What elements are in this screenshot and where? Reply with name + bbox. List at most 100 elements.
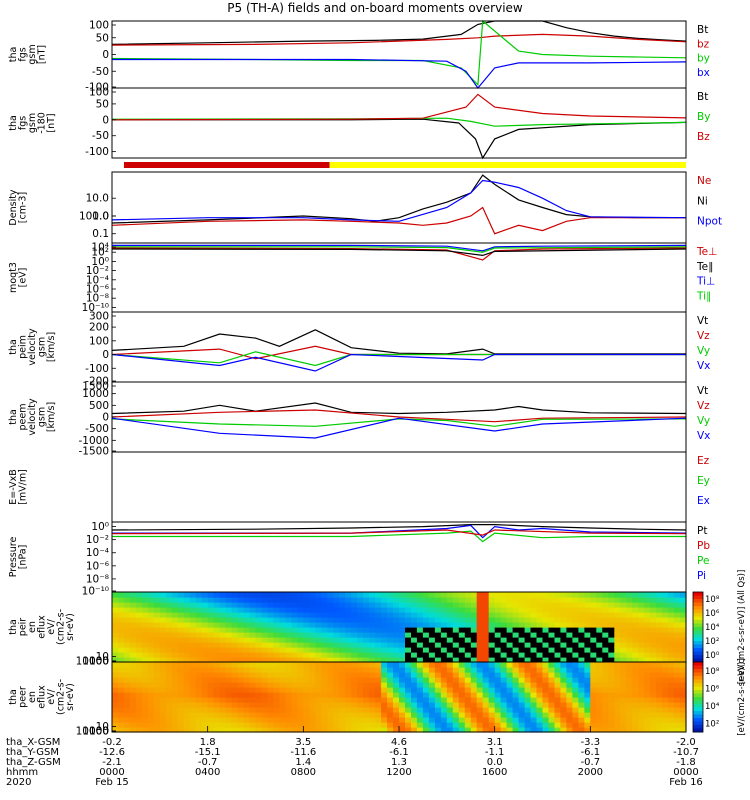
- heatmap-cell: [506, 597, 514, 603]
- heatmap-cell: [321, 712, 328, 718]
- heatmap-cell: [387, 667, 394, 673]
- heatmap-cell: [674, 722, 681, 728]
- heatmap-cell: [428, 632, 436, 638]
- heatmap-cell: [393, 722, 400, 728]
- heatmap-cell: [261, 682, 269, 688]
- heatmap-cell: [351, 692, 358, 698]
- heatmap-cell: [381, 662, 388, 668]
- heatmap-cell: [279, 612, 286, 618]
- heatmap-cell: [668, 722, 675, 728]
- colorbar-segment: [693, 595, 703, 600]
- series-line-Ne: [111, 206, 686, 235]
- heatmap-cell: [135, 642, 143, 648]
- heatmap-cell: [159, 647, 167, 653]
- heatmap-cell: [656, 637, 663, 643]
- heatmap-cell: [129, 617, 137, 623]
- heatmap-cell: [297, 592, 304, 598]
- heatmap-cell: [321, 597, 328, 603]
- heatmap-cell: [458, 702, 466, 708]
- heatmap-cell: [446, 662, 454, 668]
- heatmap-cell: [303, 687, 310, 693]
- heatmap-cell: [118, 727, 125, 733]
- heatmap-cell: [644, 602, 651, 608]
- heatmap-cell: [357, 622, 364, 628]
- heatmap-cell: [375, 597, 382, 603]
- heatmap-cell: [638, 632, 645, 638]
- heatmap-cell: [416, 612, 424, 618]
- heatmap-cell: [572, 647, 579, 653]
- heatmap-cell: [518, 707, 526, 713]
- heatmap-cell: [213, 687, 221, 693]
- heatmap-cell: [147, 647, 155, 653]
- heatmap-cell: [650, 592, 657, 598]
- heatmap-cell: [464, 692, 472, 698]
- heatmap-cell: [369, 607, 376, 613]
- heatmap-cell: [482, 602, 490, 608]
- heatmap-cell: [530, 652, 538, 658]
- heatmap-cell: [351, 597, 358, 603]
- heatmap-cell: [650, 657, 657, 663]
- heatmap-cell: [321, 612, 328, 618]
- heatmap-cell: [566, 702, 573, 708]
- heatmap-cell: [470, 707, 478, 713]
- heatmap-cell: [470, 672, 478, 678]
- heatmap-cell: [141, 632, 149, 638]
- heatmap-cell: [620, 652, 627, 658]
- heatmap-cell: [512, 657, 520, 663]
- heatmap-cell: [153, 687, 161, 693]
- colorbar-segment: [693, 725, 703, 729]
- heatmap-cell: [548, 652, 556, 658]
- heatmap-cell: [608, 612, 615, 618]
- heatmap-cell: [399, 672, 406, 678]
- heatmap-cell: [464, 592, 472, 598]
- heatmap-cell: [536, 702, 544, 708]
- heatmap-cell: [207, 672, 215, 678]
- heatmap-cell: [536, 632, 544, 638]
- heatmap-cell: [416, 717, 424, 723]
- heatmap-cell: [219, 642, 227, 648]
- heatmap-cell: [596, 602, 603, 608]
- y-axis-label: [nPa]: [18, 545, 29, 570]
- heatmap-cell: [309, 607, 316, 613]
- heatmap-cell: [369, 642, 376, 648]
- heatmap-cell: [644, 607, 651, 613]
- heatmap-cell: [566, 712, 573, 718]
- heatmap-cell: [476, 657, 484, 663]
- heatmap-cell: [141, 642, 149, 648]
- heatmap-cell: [183, 672, 191, 678]
- heatmap-cell: [195, 642, 203, 648]
- heatmap-cell: [333, 717, 340, 723]
- heatmap-cell: [596, 662, 603, 668]
- heatmap-cell: [261, 727, 269, 733]
- heatmap-cell: [668, 622, 675, 628]
- heatmap-cell: [440, 607, 448, 613]
- x-tick-label: 0.0: [487, 757, 503, 768]
- heatmap-cell: [411, 627, 418, 633]
- heatmap-cell: [375, 607, 382, 613]
- heatmap-cell: [476, 707, 484, 713]
- heatmap-cell: [393, 627, 400, 633]
- colorbar-segment: [693, 616, 703, 621]
- heatmap-cell: [405, 637, 412, 643]
- heatmap-cell: [644, 677, 651, 683]
- heatmap-cell: [608, 657, 615, 663]
- heatmap-cell: [393, 682, 400, 688]
- heatmap-cell: [159, 592, 167, 598]
- heatmap-cell: [357, 712, 364, 718]
- heatmap-cell: [524, 667, 532, 673]
- y-tick-label: 0: [102, 49, 109, 61]
- heatmap-cell: [668, 647, 675, 653]
- heatmap-cell: [321, 682, 328, 688]
- heatmap-cell: [124, 637, 131, 643]
- heatmap-cell: [213, 622, 221, 628]
- heatmap-cell: [285, 597, 292, 603]
- heatmap-cell: [428, 602, 436, 608]
- heatmap-cell: [578, 622, 585, 628]
- heatmap-cell: [494, 722, 502, 728]
- heatmap-cell: [141, 622, 149, 628]
- heatmap-cell: [572, 672, 579, 678]
- heatmap-cell: [213, 662, 221, 668]
- y-axis-label: sr-eV): [65, 613, 76, 641]
- heatmap-cell: [668, 592, 675, 598]
- heatmap-cell: [458, 662, 466, 668]
